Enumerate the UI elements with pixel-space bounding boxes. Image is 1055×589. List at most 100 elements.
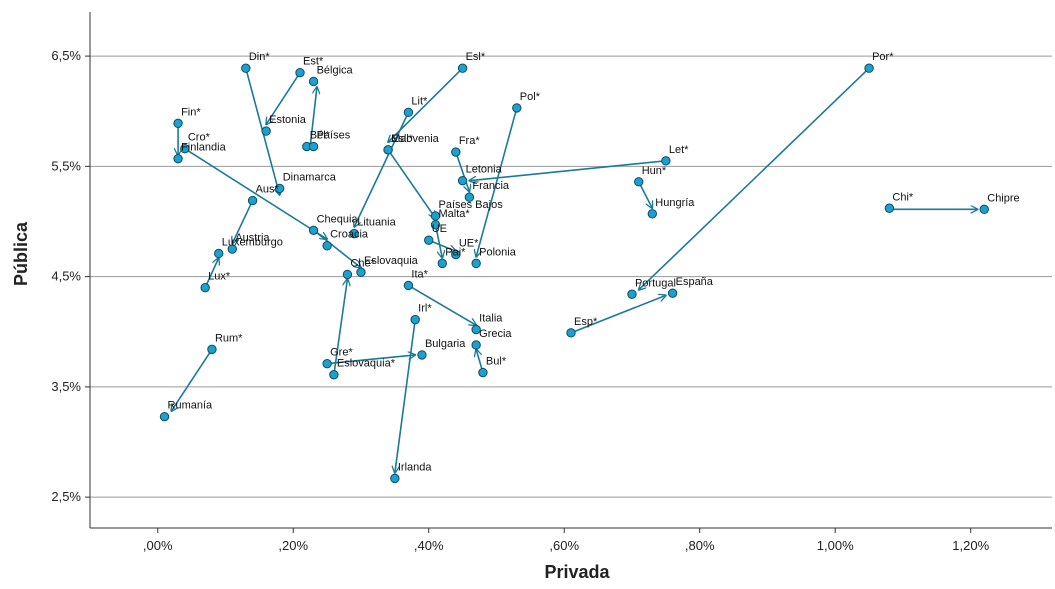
- data-point: [451, 147, 461, 157]
- arrow: [469, 160, 666, 181]
- point-label: Lux*: [208, 271, 231, 283]
- point-label: Esp*: [574, 316, 598, 328]
- point-label: Grecia: [479, 328, 512, 340]
- data-point: [180, 144, 190, 154]
- arrow-lines: [171, 67, 977, 473]
- point-label: Fra*: [459, 135, 481, 147]
- data-point: [566, 328, 576, 338]
- point-label: Fin*: [181, 106, 201, 118]
- arrow: [455, 151, 470, 192]
- point-label: Polonia: [479, 246, 517, 258]
- x-tick-label: 1,00%: [817, 538, 854, 553]
- arrow: [570, 295, 666, 334]
- x-axis-title: Privada: [544, 562, 610, 582]
- data-point: [383, 145, 393, 155]
- data-point: [979, 204, 989, 215]
- point-label: Mal*: [391, 133, 414, 145]
- data-point: [457, 63, 468, 73]
- point-label: Esl*: [466, 51, 486, 63]
- point-label: Lit*: [411, 95, 428, 107]
- point-label: España: [676, 276, 714, 288]
- arrow: [313, 229, 361, 267]
- point-label: Hungría: [655, 197, 695, 209]
- point-label: Eslovenia: [391, 133, 440, 145]
- tick-labels: 2,5% 3,5% 4,5% 5,5% 6,5% ,00% ,20% ,40% ,60% ,80%…: [51, 48, 989, 553]
- data-point: [667, 288, 678, 298]
- point-label: Let*: [669, 144, 689, 156]
- arrow: [327, 355, 415, 365]
- arrow: [266, 72, 301, 125]
- point-label: Bélgica: [317, 64, 354, 76]
- data-point: [322, 359, 332, 369]
- data-point: [634, 177, 644, 187]
- y-tick-label: 2,5%: [51, 489, 81, 504]
- arrow: [395, 319, 416, 473]
- data-point: [627, 289, 637, 299]
- point-label: Dinamarca: [283, 171, 337, 183]
- point-label: Cro*: [188, 132, 211, 144]
- arrow: [387, 149, 435, 218]
- data-point: [349, 228, 359, 239]
- y-tick-label: 4,5%: [51, 269, 81, 284]
- data-point: [471, 258, 481, 269]
- arrow: [333, 279, 348, 375]
- data-point: [464, 192, 475, 202]
- point-label: Rum*: [215, 332, 243, 344]
- point-label: Croacia: [330, 229, 369, 241]
- y-tick-label: 3,5%: [51, 379, 81, 394]
- data-point: [322, 241, 332, 251]
- grid-lines: [90, 55, 1052, 498]
- y-tick-label: 5,5%: [51, 158, 81, 173]
- x-tick-label: 1,20%: [952, 538, 989, 553]
- data-point: [247, 195, 258, 206]
- data-point: [647, 209, 657, 219]
- data-point: [864, 63, 874, 73]
- data-point: [261, 126, 271, 136]
- arrow: [639, 67, 870, 290]
- data-point: [207, 344, 217, 355]
- point-label: UE: [432, 223, 447, 235]
- data-point: [214, 248, 224, 259]
- x-tick-label: ,80%: [685, 538, 715, 553]
- data-point: [159, 411, 170, 422]
- arrow: [171, 348, 213, 411]
- point-label: Países: [317, 130, 351, 142]
- arrow: [434, 224, 443, 258]
- point-label: Letonia: [466, 164, 503, 176]
- point-label: Bél*: [310, 130, 331, 142]
- data-point: [451, 249, 461, 260]
- data-point: [430, 220, 441, 230]
- data-point: [274, 183, 285, 194]
- point-label: Eslovaquia: [364, 255, 419, 267]
- x-tick-label: ,20%: [278, 538, 308, 553]
- point-label: Chequia: [317, 213, 359, 225]
- point-label: Hun*: [642, 165, 667, 177]
- data-point: [173, 118, 183, 129]
- point-label: Estonia: [269, 114, 307, 126]
- point-label: UE*: [459, 238, 479, 250]
- point-label: Países Bajos: [439, 199, 504, 211]
- data-point: [424, 235, 434, 245]
- arrow: [204, 258, 219, 288]
- data-point: [308, 141, 319, 152]
- data-point: [241, 63, 251, 73]
- point-label: Chipre: [987, 192, 1019, 204]
- x-tick-label: ,00%: [143, 538, 173, 553]
- data-point: [308, 225, 319, 236]
- data-point: [417, 350, 427, 360]
- axes: [85, 12, 1052, 533]
- data-point: [661, 156, 671, 166]
- point-label: Aus*: [256, 184, 280, 196]
- point-label: Gre*: [330, 347, 353, 359]
- point-label: Lituania: [357, 217, 396, 229]
- data-point: [342, 269, 353, 280]
- data-point: [410, 314, 420, 325]
- arrow: [408, 284, 476, 325]
- point-label: Austria: [235, 232, 270, 244]
- point-label: Irlanda: [398, 461, 433, 473]
- point-label: Irl*: [418, 303, 432, 315]
- point-label: Luxemburgo: [222, 236, 283, 248]
- arrow: [638, 181, 653, 208]
- data-point: [478, 367, 488, 378]
